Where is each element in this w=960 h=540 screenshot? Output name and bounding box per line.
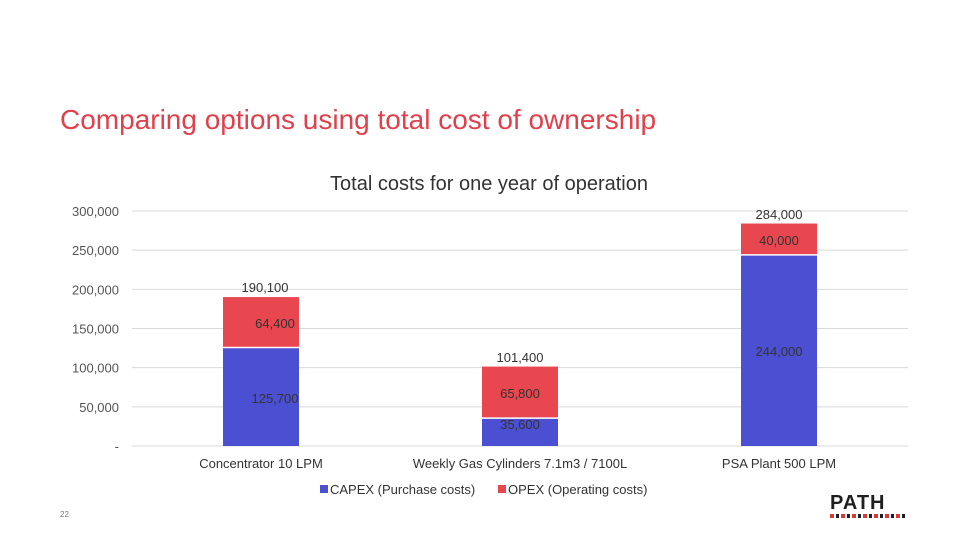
logo-wordmark: PATH (830, 492, 886, 514)
page-number: 22 (60, 510, 69, 519)
capex-data-label: 244,000 (756, 344, 803, 359)
total-data-label: 190,100 (242, 280, 289, 295)
opex-bar (482, 366, 558, 419)
x-tick-label: Concentrator 10 LPM (199, 456, 323, 471)
y-tick-label: 150,000 (72, 322, 119, 337)
legend-label-opex: OPEX (Operating costs) (508, 482, 647, 497)
opex-data-label: 65,800 (500, 386, 540, 401)
opex-bar (223, 297, 299, 348)
capex-bar (741, 254, 817, 446)
legend-swatch-capex (320, 485, 328, 493)
x-tick-label: Weekly Gas Cylinders 7.1m3 / 7100L (413, 456, 627, 471)
y-tick-label: 100,000 (72, 361, 119, 376)
capex-bar (482, 418, 558, 446)
opex-bar (741, 223, 817, 255)
legend-label-capex: CAPEX (Purchase costs) (330, 482, 475, 497)
y-tick-label: - (115, 439, 119, 454)
capex-bar (223, 347, 299, 446)
total-data-label: 284,000 (756, 207, 803, 222)
slide-title: Comparing options using total cost of ow… (60, 104, 657, 135)
chart-title: Total costs for one year of operation (330, 173, 648, 195)
capex-data-label: 125,700 (252, 391, 299, 406)
y-tick-label: 250,000 (72, 243, 119, 258)
opex-data-label: 40,000 (759, 233, 799, 248)
x-tick-label: PSA Plant 500 LPM (722, 456, 836, 471)
y-tick-label: 50,000 (79, 400, 119, 415)
logo-graphic-icon (830, 514, 906, 518)
opex-data-label: 64,400 (255, 316, 295, 331)
legend-swatch-opex (498, 485, 506, 493)
y-tick-label: 300,000 (72, 204, 119, 219)
total-data-label: 101,400 (497, 350, 544, 365)
y-tick-label: 200,000 (72, 282, 119, 297)
path-logo: PATH (830, 492, 910, 522)
capex-data-label: 35,600 (500, 417, 540, 432)
